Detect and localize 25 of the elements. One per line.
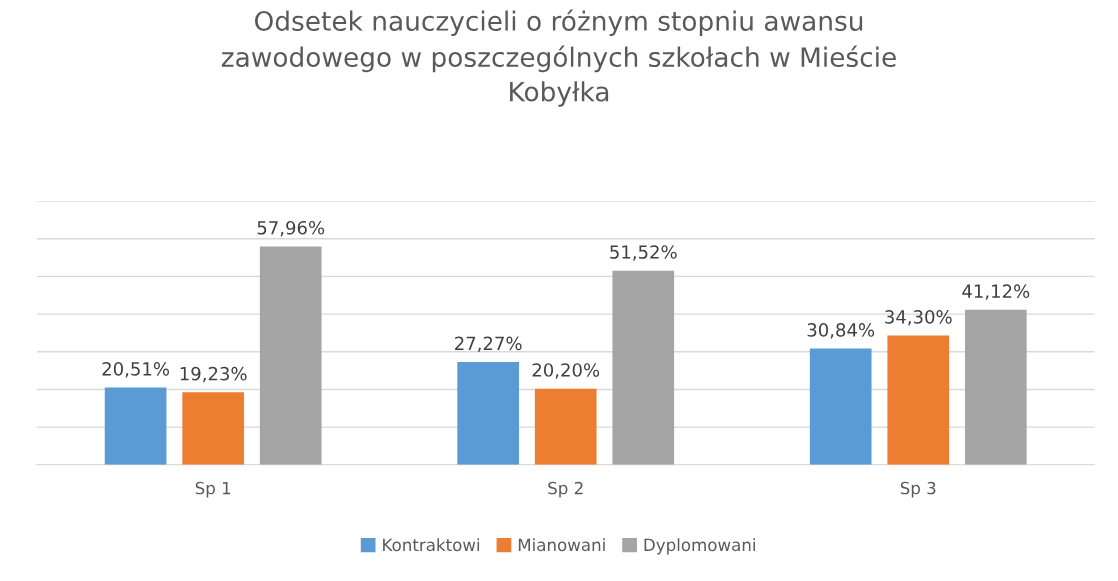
data-label: 34,30% (885, 310, 952, 326)
chart-title: Odsetek nauczycieli o różnym stopniu awansu zawodowego w poszczególnych szkołach w Mieście Kobyłka (221, 9, 896, 107)
legend-label: Mianowani (518, 538, 605, 552)
data-label: 27,27% (455, 336, 522, 353)
bar (534, 388, 597, 465)
data-label: 30,84% (807, 323, 875, 339)
bar (182, 392, 245, 465)
data-label: 19,23% (180, 366, 247, 383)
bar (457, 362, 519, 465)
legend-label: Kontraktowi (383, 538, 480, 552)
x-tick-label: Sp 3 (900, 481, 936, 498)
bar (259, 246, 322, 465)
legend-label: Dyplomowani (644, 538, 755, 555)
data-label: 20,51% (102, 362, 170, 378)
bar (809, 348, 872, 465)
data-label: 57,96% (257, 220, 325, 237)
bar (887, 335, 950, 465)
data-label: 20,20% (532, 363, 600, 379)
x-tick-label: Sp 2 (548, 481, 583, 498)
bar (964, 309, 1027, 465)
bar (612, 270, 675, 465)
data-label: 51,52% (610, 245, 677, 261)
x-tick-label: Sp 1 (195, 481, 231, 498)
bar (104, 387, 167, 465)
data-label: 41,12% (962, 284, 1030, 300)
